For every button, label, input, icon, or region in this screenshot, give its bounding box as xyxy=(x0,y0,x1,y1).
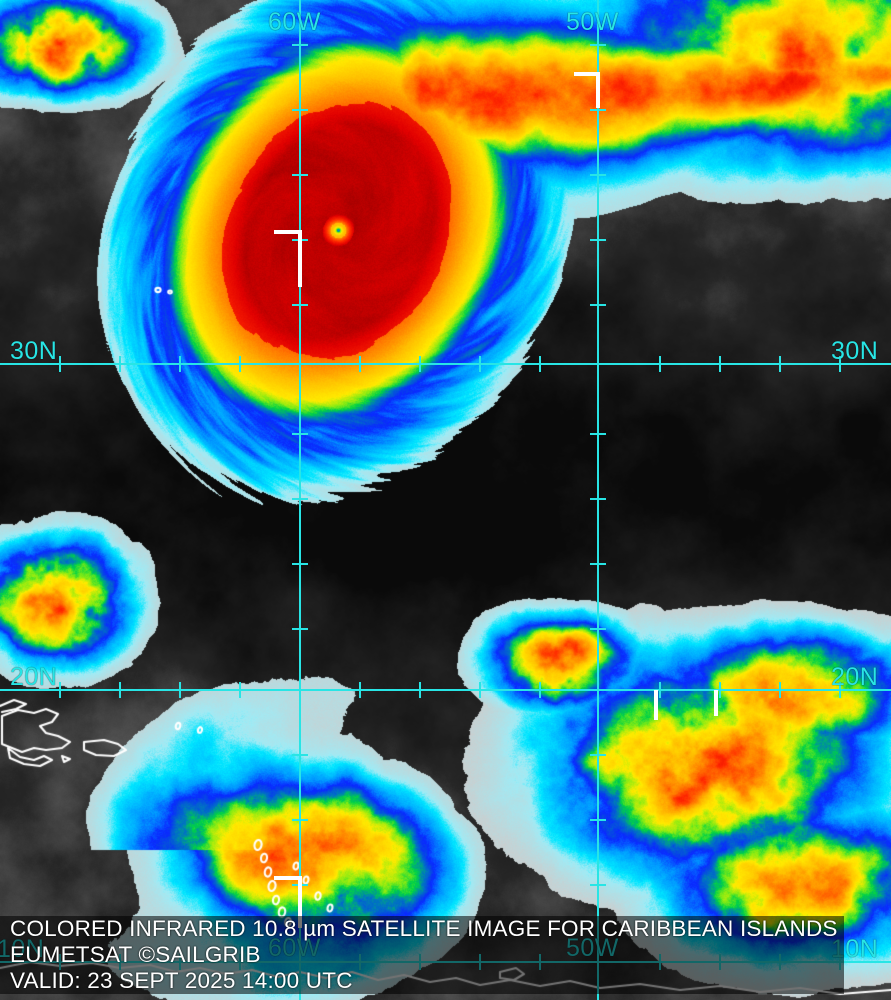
parallel-label-30n-left: 30N xyxy=(10,337,58,365)
meridian-label-50w-top: 50W xyxy=(566,8,619,36)
caption-title: COLORED INFRARED 10.8 µm SATELLITE IMAGE… xyxy=(10,916,838,941)
caption-block: COLORED INFRARED 10.8 µm SATELLITE IMAGE… xyxy=(0,916,844,994)
parallel-label-30n-right: 30N xyxy=(831,337,879,365)
caption-source: EUMETSAT ©SAILGRIB xyxy=(10,942,261,967)
meridian-label-60w-top: 60W xyxy=(268,8,321,36)
parallel-label-20n-right: 20N xyxy=(831,663,879,691)
parallel-label-20n-left: 20N xyxy=(10,663,58,691)
caption-valid-time: VALID: 23 SEPT 2025 14:00 UTC xyxy=(10,968,353,993)
